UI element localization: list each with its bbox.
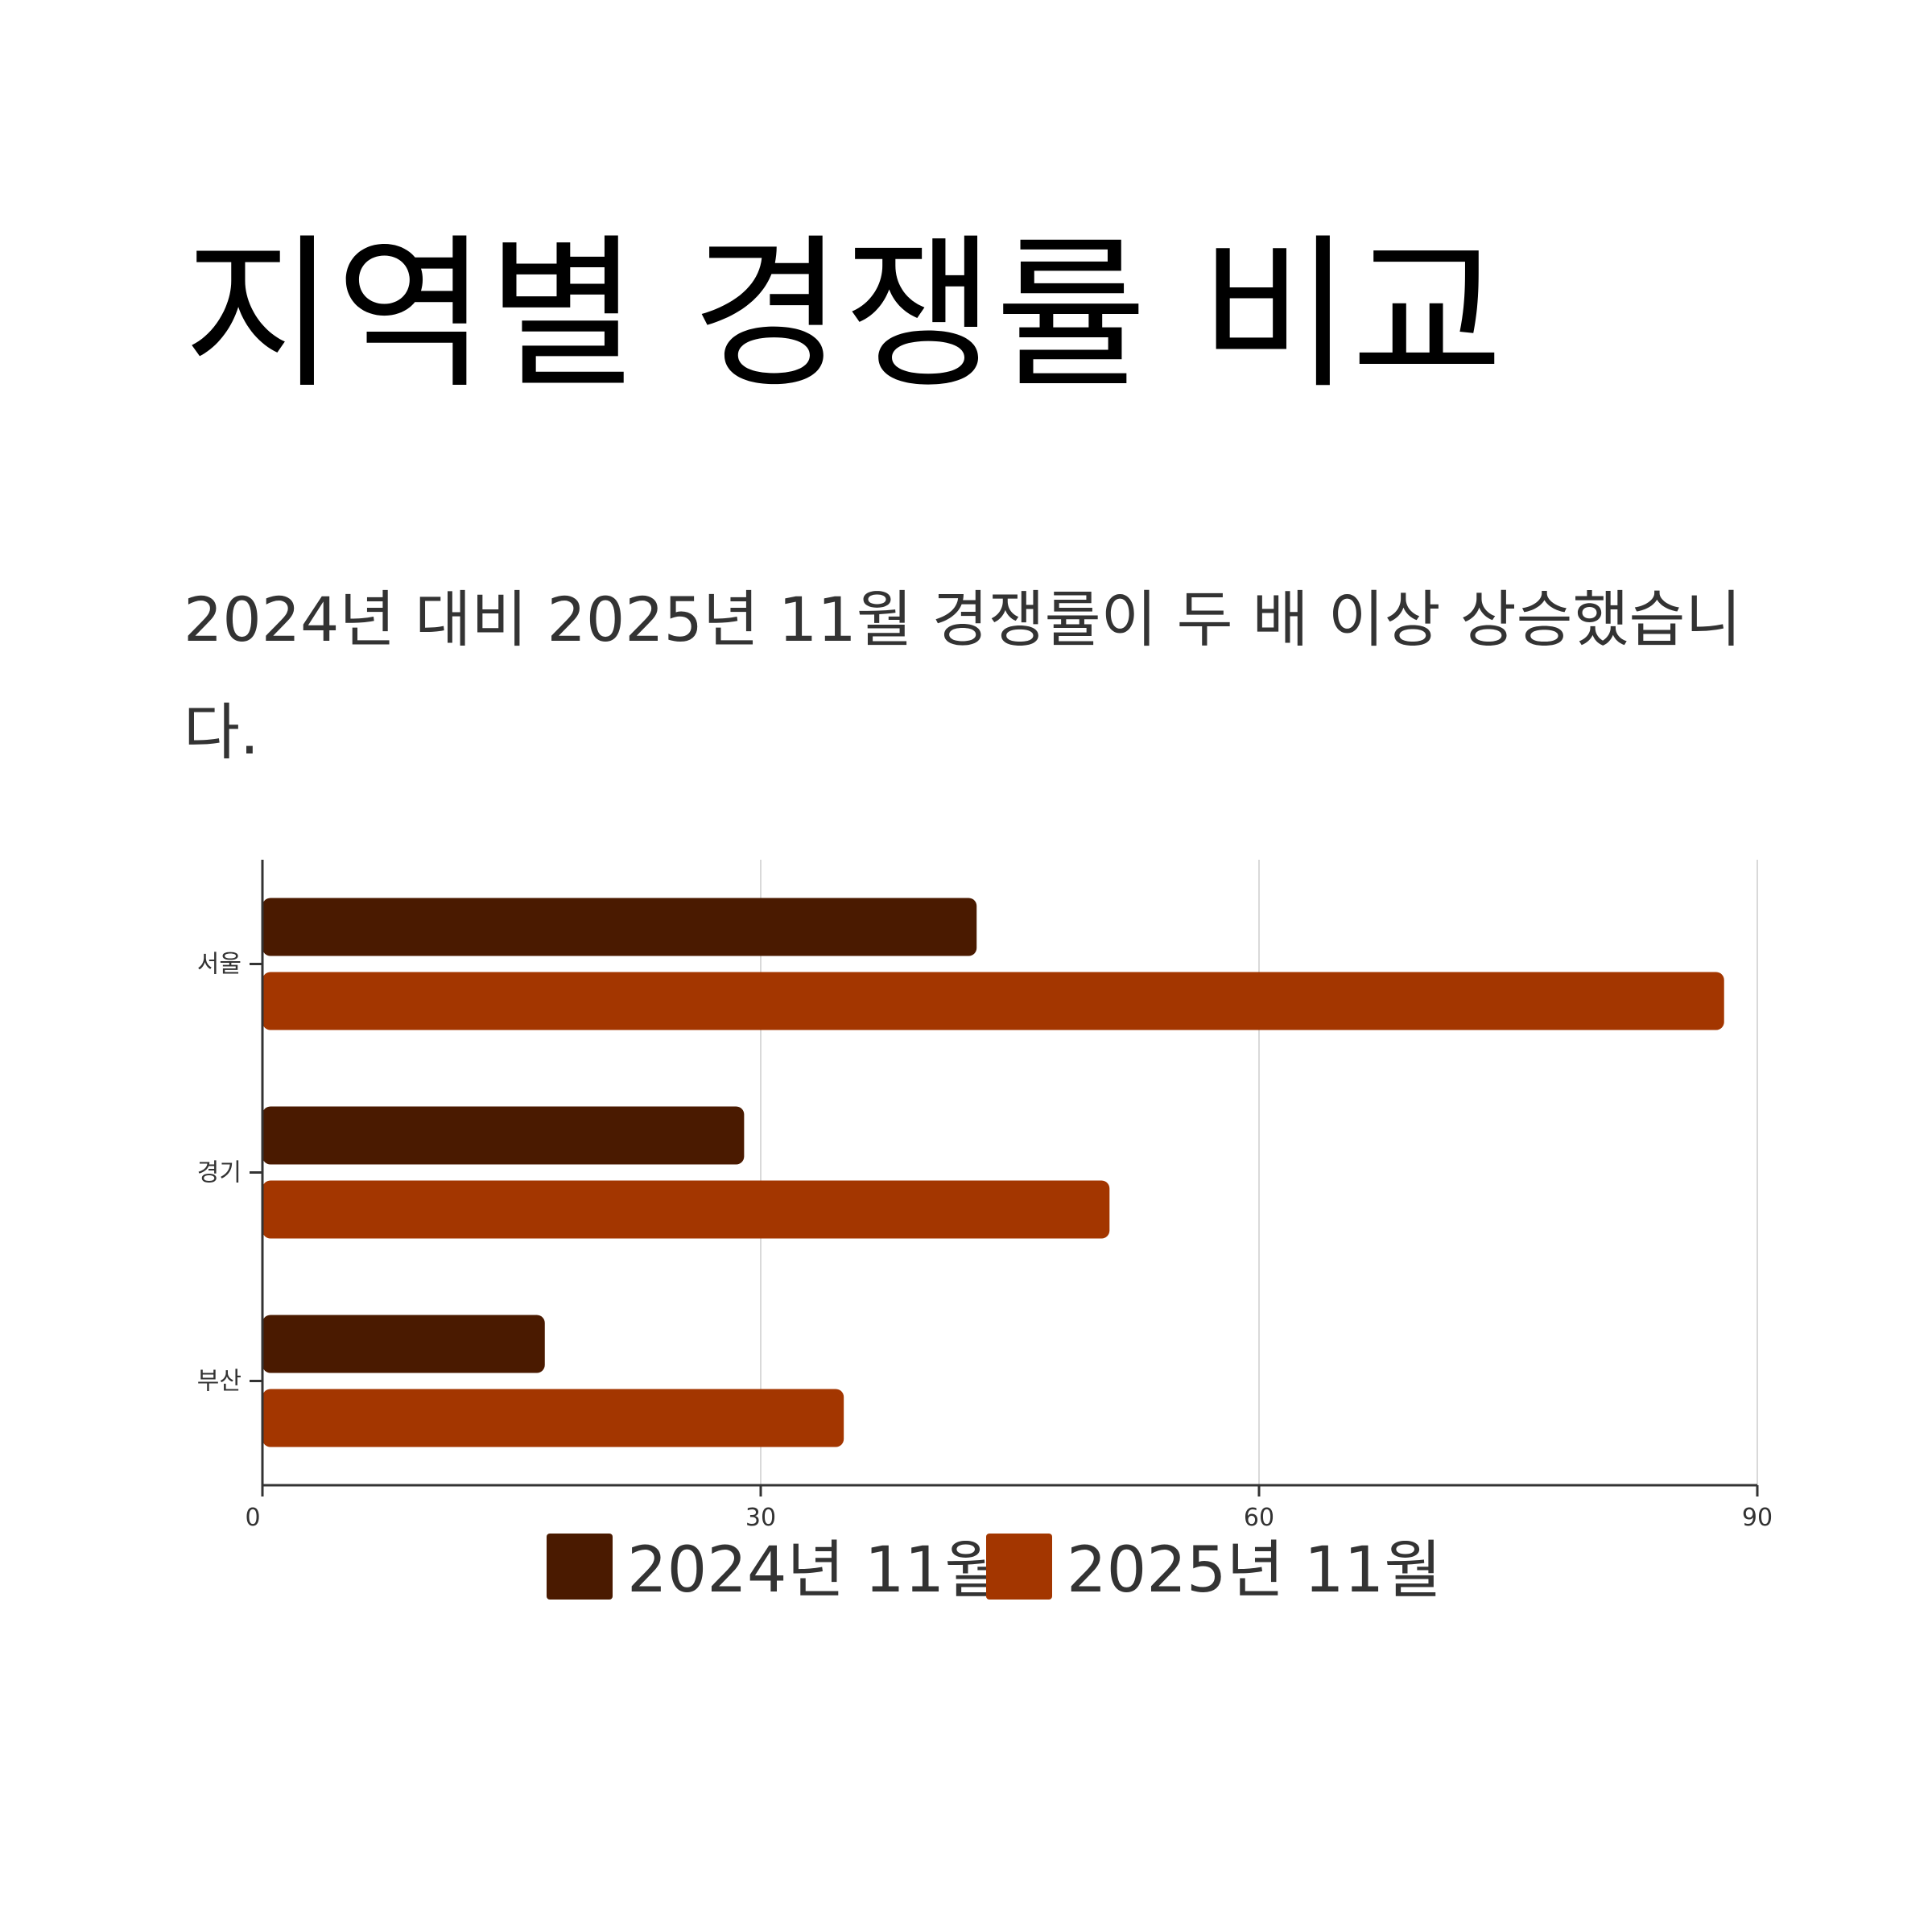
bar-1-3 bbox=[262, 1315, 545, 1373]
x-tick-label: 90 bbox=[1742, 1504, 1773, 1532]
legend-label-2: 2025년 11월 bbox=[1067, 1534, 1442, 1607]
y-tick-label: 경기 bbox=[197, 1159, 242, 1187]
chart-title: 지역별 경쟁률 비교 bbox=[184, 220, 1504, 411]
y-tick-label: 서울 bbox=[197, 951, 242, 979]
chart-subtitle: 2024년 대비 2025년 11월 경쟁률이 두 배 이상 상승했습니다. bbox=[184, 584, 1742, 768]
x-tick-label: 30 bbox=[745, 1504, 776, 1532]
legend-swatch-1 bbox=[547, 1534, 613, 1600]
bar-1-1 bbox=[262, 898, 977, 956]
bar-2-3 bbox=[262, 1389, 844, 1447]
legend-label-1: 2024년 11월 bbox=[627, 1534, 1002, 1607]
grid-lines bbox=[760, 860, 1758, 1485]
bar-2-2 bbox=[262, 1180, 1110, 1239]
legend: 2024년 11월 2025년 11월 bbox=[547, 1534, 1442, 1607]
legend-swatch-2 bbox=[986, 1534, 1052, 1600]
x-tick-label: 0 bbox=[245, 1504, 260, 1532]
bar-1-2 bbox=[262, 1106, 745, 1165]
y-tick-label: 부산 bbox=[197, 1368, 242, 1396]
bars bbox=[262, 898, 1724, 1447]
x-tick-label: 60 bbox=[1244, 1504, 1274, 1532]
bar-2-1 bbox=[262, 972, 1724, 1030]
